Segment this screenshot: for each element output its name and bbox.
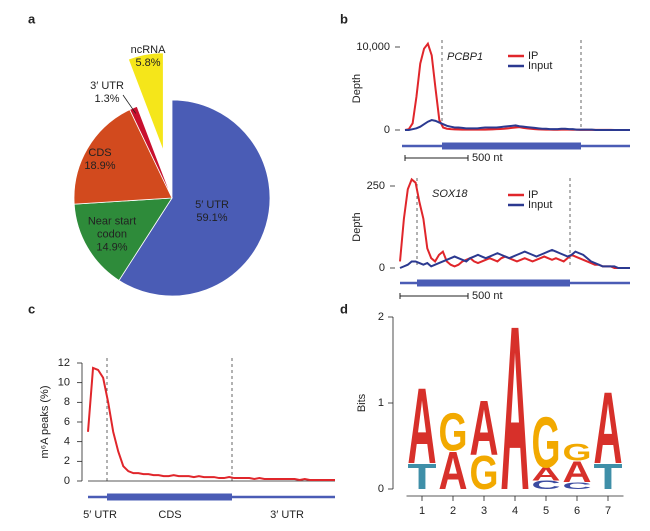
pie-label: 5′ UTR 59.1% — [174, 199, 250, 225]
region-label: 3′ UTR — [270, 509, 304, 521]
legend-label: Input — [528, 60, 552, 72]
pie-slice — [73, 197, 173, 281]
y-tick-label: 2 — [64, 455, 70, 467]
legend-label: IP — [528, 50, 538, 62]
y-tick-label: 4 — [64, 436, 70, 448]
logo-letter: G — [563, 439, 592, 466]
region-label: CDS — [158, 509, 181, 521]
data-line — [399, 248, 630, 269]
y-tick-label: 8 — [64, 396, 70, 408]
gene-name: PCBP1 — [447, 51, 483, 63]
pie-label: Near start codon 14.9% — [74, 216, 150, 255]
pie-slice — [118, 99, 271, 297]
panel-letter: b — [340, 11, 348, 26]
y-tick-label: 12 — [58, 357, 70, 369]
slice-name: 5′ UTR — [195, 199, 229, 211]
slice-name: CDS — [88, 147, 112, 159]
y-tick-label: 0 — [378, 483, 384, 495]
y-tick-label: 1 — [378, 397, 384, 409]
y-axis-label: Depth — [351, 212, 363, 241]
y-tick-label: 6 — [64, 416, 70, 428]
legend-label: IP — [528, 189, 538, 201]
slice-name: ncRNA — [130, 44, 166, 56]
logo-letter: A — [594, 370, 623, 485]
y-tick-label: 0 — [64, 475, 70, 487]
pie-label: CDS 18.9% — [62, 147, 138, 173]
y-axis-label: Bits — [356, 393, 368, 412]
data-line — [405, 118, 630, 131]
y-tick-label: 0 — [384, 124, 390, 136]
slice-value: 5.8% — [135, 57, 161, 69]
leader-line — [122, 94, 137, 114]
logo-letter: A — [563, 455, 592, 489]
slice-name: Near start codon — [87, 215, 137, 241]
logo-letter: G — [439, 402, 468, 463]
pie-label: 3′ UTR 1.3% — [69, 80, 145, 106]
logo-letter: G — [532, 404, 561, 484]
legend-label: Input — [528, 199, 552, 211]
logo-letter: G — [470, 445, 499, 500]
x-tick-label: 2 — [450, 505, 456, 517]
x-tick-label: 5 — [543, 505, 549, 517]
panel-letter: a — [28, 11, 36, 26]
x-tick-label: 6 — [574, 505, 580, 517]
data-line — [399, 177, 630, 269]
logo-letter: A — [501, 277, 530, 531]
x-tick-label: 7 — [605, 505, 611, 517]
logo-letter: A — [532, 464, 561, 484]
data-line — [87, 366, 335, 482]
scale-bar-label: 500 nt — [472, 290, 503, 302]
logo-letter: C — [563, 481, 592, 492]
x-tick-label: 4 — [512, 505, 518, 517]
logo-letter: A — [470, 385, 499, 472]
logo-letter: T — [408, 457, 437, 497]
panel-letter: d — [340, 301, 348, 316]
slice-value: 59.1% — [196, 212, 228, 224]
x-tick-label: 3 — [481, 505, 487, 517]
y-tick-label: 10,000 — [356, 41, 390, 53]
y-tick-label: 2 — [378, 311, 384, 323]
gene-name: SOX18 — [432, 188, 468, 200]
slice-name: 3′ UTR — [90, 80, 124, 92]
panel-letter: c — [28, 301, 35, 316]
region-label: 5′ UTR — [83, 509, 117, 521]
pie-label: ncRNA 5.8% — [110, 44, 186, 70]
pie-slice — [129, 105, 173, 199]
y-tick-label: 10 — [58, 377, 70, 389]
pie-slice — [127, 52, 164, 151]
slice-value: 18.9% — [84, 160, 116, 172]
logo-letter: T — [594, 457, 623, 497]
logo-letter: A — [439, 441, 468, 502]
pie-slice — [73, 109, 173, 205]
y-axis-label: m⁶A peaks (%) — [39, 386, 51, 459]
y-tick-label: 0 — [379, 262, 385, 274]
logo-letter: A — [408, 367, 437, 487]
scale-bar-label: 500 nt — [472, 152, 503, 164]
slice-value: 14.9% — [96, 241, 128, 254]
y-axis-label: Depth — [351, 74, 363, 103]
logo-letter: C — [532, 478, 561, 491]
y-tick-label: 250 — [367, 180, 385, 192]
x-tick-label: 1 — [419, 505, 425, 517]
slice-value: 1.3% — [94, 93, 120, 105]
